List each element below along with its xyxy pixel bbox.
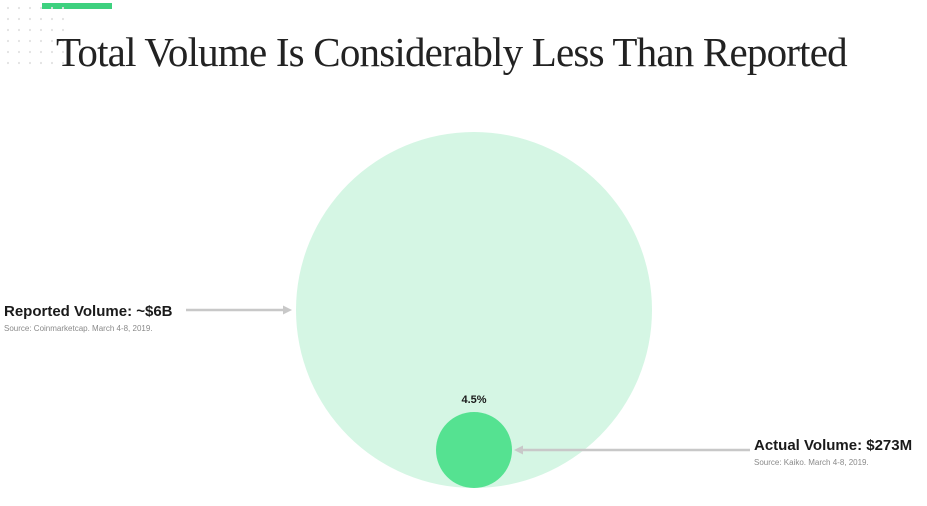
dot bbox=[28, 17, 32, 21]
reported-arrow bbox=[186, 305, 292, 315]
dot bbox=[50, 61, 54, 65]
dot bbox=[50, 39, 54, 43]
actual-volume-source: Source: Kaiko. March 4-8, 2019. bbox=[754, 458, 869, 467]
dot bbox=[50, 50, 54, 54]
dot bbox=[6, 6, 10, 10]
dot bbox=[50, 28, 54, 32]
dot bbox=[50, 17, 54, 21]
dot bbox=[61, 28, 65, 32]
actual-volume-label-group: Actual Volume: $273M Source: Kaiko. Marc… bbox=[754, 437, 912, 467]
actual-volume-circle bbox=[436, 412, 512, 488]
dot bbox=[28, 28, 32, 32]
accent-bar bbox=[42, 3, 112, 9]
dot bbox=[39, 6, 43, 10]
dot bbox=[6, 61, 10, 65]
dot bbox=[61, 6, 65, 10]
dot bbox=[17, 39, 21, 43]
dot bbox=[39, 28, 43, 32]
dot bbox=[6, 50, 10, 54]
reported-volume-source: Source: Coinmarketcap. March 4-8, 2019. bbox=[4, 324, 153, 333]
dot bbox=[6, 17, 10, 21]
reported-volume-label: Reported Volume: ~$6B bbox=[4, 303, 173, 320]
actual-volume-label: Actual Volume: $273M bbox=[754, 437, 913, 454]
dot bbox=[28, 39, 32, 43]
dot bbox=[17, 50, 21, 54]
dot bbox=[17, 61, 21, 65]
dot bbox=[61, 50, 65, 54]
dot bbox=[6, 39, 10, 43]
dot bbox=[39, 50, 43, 54]
dot bbox=[50, 6, 54, 10]
actual-arrow bbox=[514, 445, 750, 455]
dot bbox=[39, 17, 43, 21]
percent-label: 4.5% bbox=[461, 394, 487, 406]
dot bbox=[61, 39, 65, 43]
reported-volume-label-group: Reported Volume: ~$6B Source: Coinmarket… bbox=[4, 303, 173, 333]
dot bbox=[17, 17, 21, 21]
dot bbox=[39, 61, 43, 65]
dot bbox=[6, 28, 10, 32]
dot bbox=[28, 50, 32, 54]
dot bbox=[61, 61, 65, 65]
dot bbox=[17, 28, 21, 32]
dot-grid-decoration bbox=[6, 6, 65, 65]
dot bbox=[61, 17, 65, 21]
reported-volume-circle bbox=[296, 132, 652, 488]
page-title: Total Volume Is Considerably Less Than R… bbox=[56, 29, 848, 75]
dot bbox=[28, 6, 32, 10]
dot bbox=[39, 39, 43, 43]
dot bbox=[28, 61, 32, 65]
dot bbox=[17, 6, 21, 10]
